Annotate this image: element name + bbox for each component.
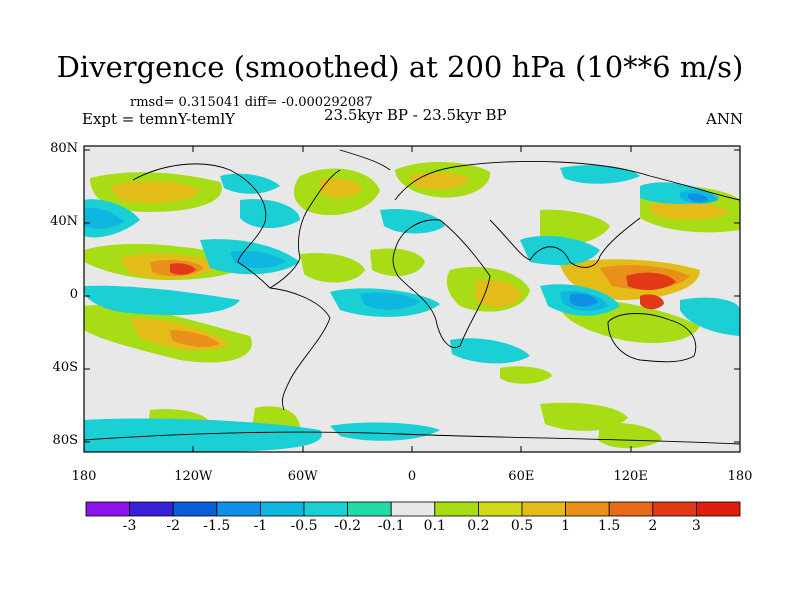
y-tick-label: 40S: [52, 360, 78, 375]
colorbar-label: 0.1: [423, 518, 446, 534]
colorbar-swatch: [216, 501, 261, 517]
x-tick-label: 60E: [508, 469, 535, 484]
x-tick-label: 0: [407, 469, 417, 484]
colorbar-label: -0.2: [334, 518, 362, 534]
y-tick-label: 40N: [50, 214, 78, 229]
colorbar-swatch: [652, 501, 697, 517]
y-tick-label: 0: [69, 287, 78, 302]
axis-ticks: [83, 146, 741, 452]
figure-title: Divergence (smoothed) at 200 hPa (10**6 …: [56, 50, 744, 84]
colorbar-label: 1: [561, 518, 571, 534]
colorbar-label: -1.5: [203, 518, 231, 534]
colorbar-swatch: [172, 501, 218, 517]
colorbar: [85, 501, 741, 517]
colorbar-swatch: [347, 501, 392, 517]
colorbar-label: -0.5: [290, 518, 318, 534]
colorbar-swatch: [521, 501, 566, 517]
season-label: ANN: [706, 110, 744, 128]
colorbar-swatch: [696, 501, 741, 517]
x-tick-label: 180: [71, 469, 97, 484]
colorbar-swatch: [85, 501, 130, 517]
colorbar-label: 2: [648, 518, 658, 534]
experiment-label: Expt = temnY-temlY: [82, 110, 236, 128]
x-tick-label: 120W: [174, 469, 213, 484]
colorbar-swatch: [434, 501, 479, 517]
y-tick-label: 80N: [50, 141, 78, 156]
y-tick-label: 80S: [52, 433, 78, 448]
colorbar-label: -2: [166, 518, 180, 534]
colorbar-label: 0.2: [467, 518, 490, 534]
stats-text: rmsd= 0.315041 diff= -0.000292087: [130, 95, 373, 110]
x-tick-label: 120E: [613, 469, 648, 484]
colorbar-swatch: [303, 501, 348, 517]
colorbar-swatch: [565, 501, 610, 517]
coastlines: [84, 149, 740, 445]
colorbar-label: -3: [122, 518, 137, 534]
x-tick-label: 180: [727, 469, 753, 484]
x-tick-label: 60W: [287, 469, 318, 484]
colorbar-swatch: [390, 501, 436, 517]
colorbar-swatch: [259, 501, 305, 517]
colorbar-label: 1.5: [598, 518, 621, 534]
colorbar-swatch: [477, 501, 523, 517]
colorbar-label: 0.5: [510, 518, 534, 534]
colorbar-swatch: [608, 501, 654, 517]
colorbar-swatch: [129, 501, 174, 517]
colorbar-label: -1: [253, 518, 268, 534]
colorbar-label: -0.1: [377, 518, 405, 534]
divergence-field: [84, 161, 740, 452]
colorbar-label: 3: [691, 518, 701, 534]
period-label: 23.5kyr BP - 23.5kyr BP: [324, 106, 507, 124]
